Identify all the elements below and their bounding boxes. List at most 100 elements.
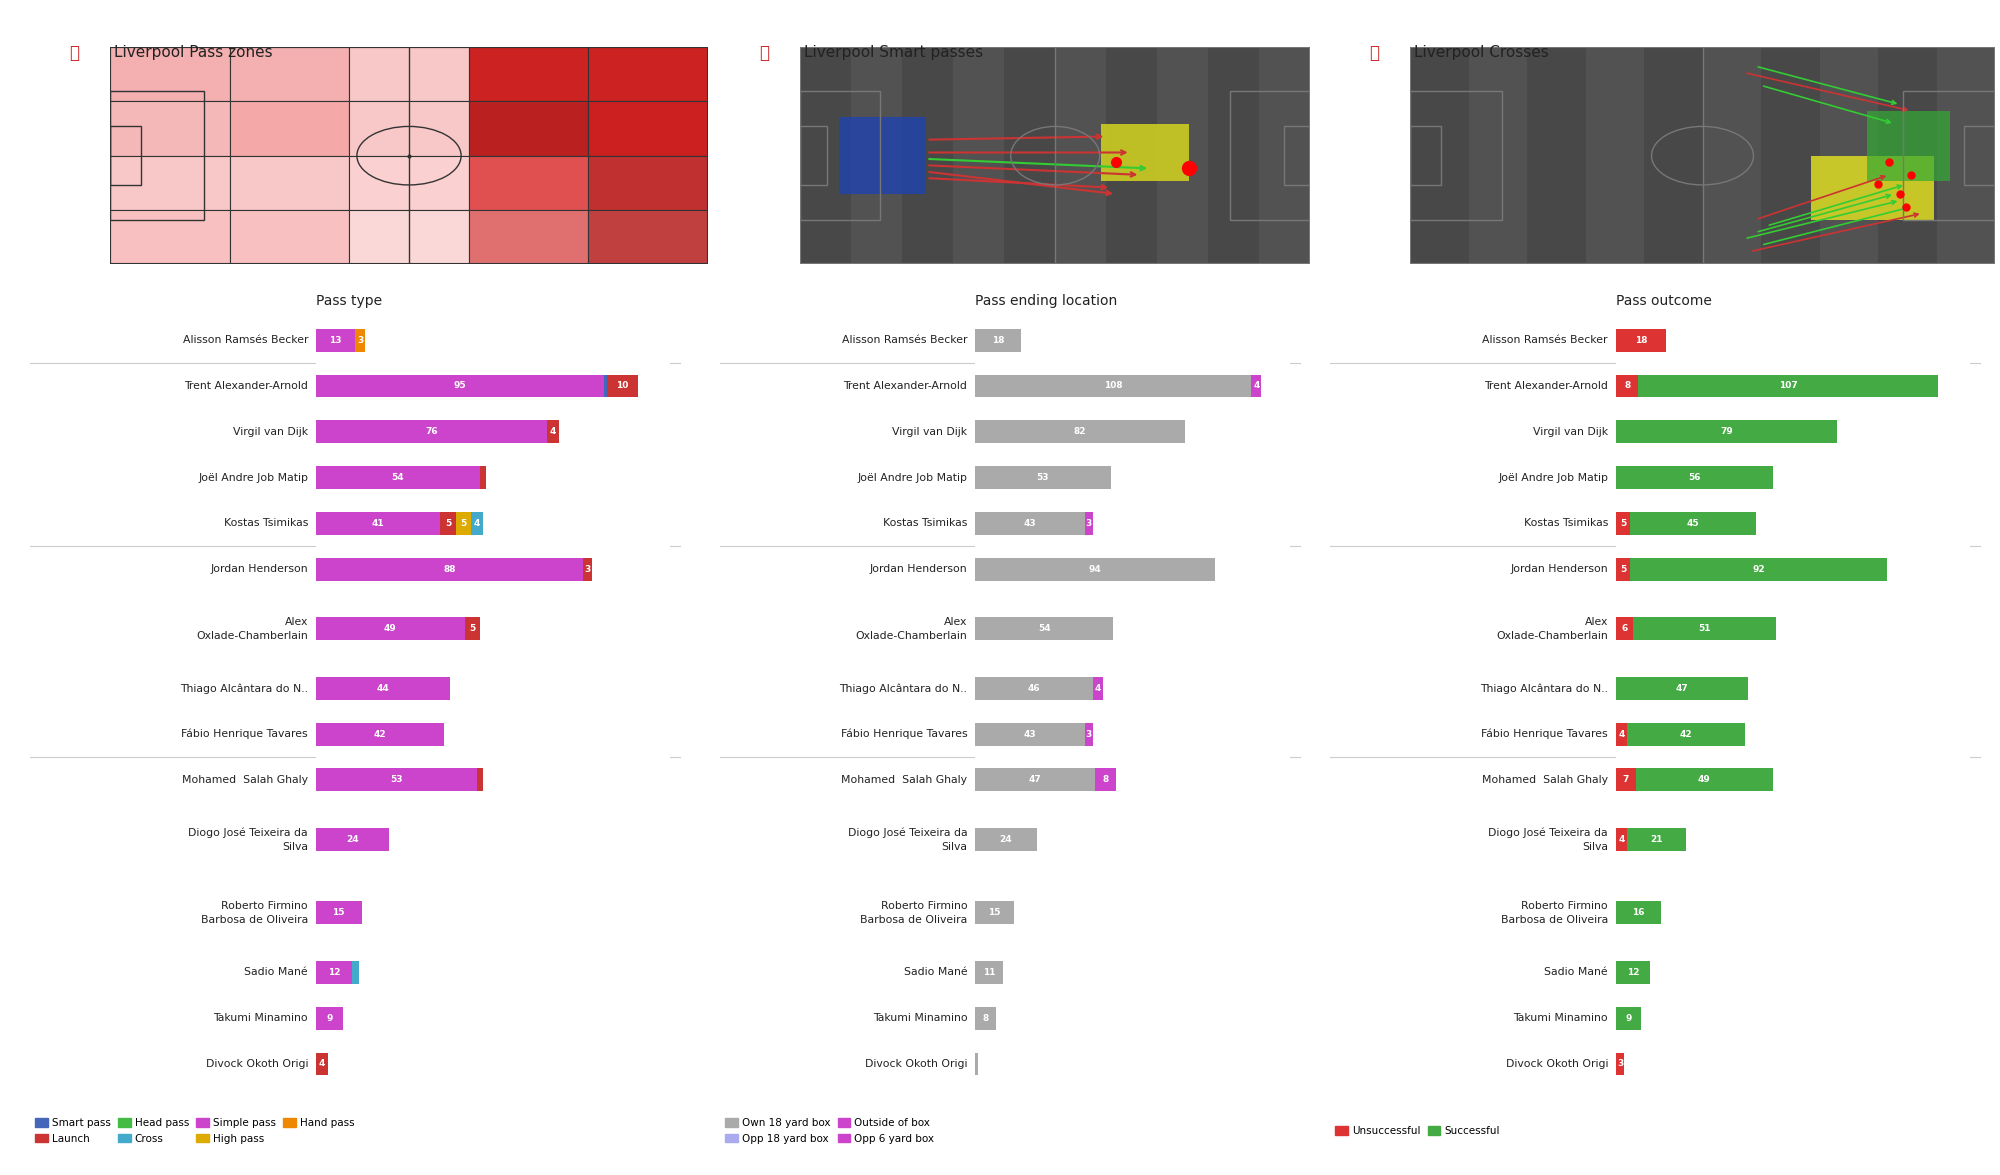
- Bar: [976, 677, 1092, 700]
- Text: Sadio Mané: Sadio Mané: [1544, 967, 1608, 978]
- Bar: [1628, 723, 1744, 746]
- Bar: [456, 512, 470, 535]
- Text: 11: 11: [984, 968, 996, 976]
- Text: 51: 51: [1698, 624, 1710, 633]
- Bar: [316, 512, 440, 535]
- Text: Roberto Firmino: Roberto Firmino: [1522, 901, 1608, 911]
- Bar: [1528, 47, 1586, 264]
- Text: 3: 3: [356, 336, 364, 344]
- Text: Jordan Henderson: Jordan Henderson: [870, 564, 968, 575]
- Text: Fábio Henrique Tavares: Fábio Henrique Tavares: [1482, 728, 1608, 739]
- Bar: [1284, 127, 1310, 184]
- Bar: [480, 466, 486, 489]
- Bar: [800, 92, 880, 220]
- Text: ⚽: ⚽: [760, 43, 768, 62]
- Text: Alex: Alex: [944, 617, 968, 626]
- Text: Virgil van Dijk: Virgil van Dijk: [892, 427, 968, 437]
- Text: 53: 53: [1036, 474, 1050, 482]
- Bar: [1630, 512, 1756, 535]
- Text: 5: 5: [1620, 565, 1626, 573]
- Text: Virgil van Dijk: Virgil van Dijk: [232, 427, 308, 437]
- Text: Divock Okoth Origi: Divock Okoth Origi: [864, 1059, 968, 1069]
- Bar: [1106, 47, 1158, 264]
- Bar: [976, 421, 1184, 443]
- Bar: [230, 210, 350, 264]
- Bar: [954, 47, 1004, 264]
- Text: Sadio Mané: Sadio Mané: [244, 967, 308, 978]
- Text: Divock Okoth Origi: Divock Okoth Origi: [206, 1059, 308, 1069]
- Text: 5: 5: [460, 519, 466, 528]
- Bar: [1616, 677, 1748, 700]
- Bar: [588, 101, 708, 156]
- Bar: [976, 901, 1014, 925]
- Bar: [316, 828, 388, 851]
- Bar: [1616, 828, 1628, 851]
- Text: Barbosa de Oliveira: Barbosa de Oliveira: [860, 915, 968, 925]
- Bar: [1004, 47, 1056, 264]
- Text: 5: 5: [444, 519, 452, 528]
- Bar: [1616, 1007, 1642, 1029]
- Bar: [316, 723, 444, 746]
- Bar: [604, 375, 608, 397]
- Text: 24: 24: [346, 835, 358, 844]
- Text: 54: 54: [1038, 624, 1050, 633]
- Text: 15: 15: [332, 908, 346, 918]
- Text: 108: 108: [1104, 382, 1122, 390]
- Text: 4: 4: [1618, 730, 1624, 739]
- Text: Thiago Alcântara do N..: Thiago Alcântara do N..: [180, 683, 308, 693]
- Bar: [1812, 156, 1934, 220]
- Text: Kostas Tsimikas: Kostas Tsimikas: [224, 518, 308, 529]
- Text: 3: 3: [1086, 519, 1092, 528]
- Bar: [1936, 47, 1996, 264]
- Text: 47: 47: [1676, 684, 1688, 693]
- Bar: [1616, 723, 1628, 746]
- Text: Takumi Minamino: Takumi Minamino: [872, 1013, 968, 1023]
- Bar: [852, 47, 902, 264]
- Bar: [1252, 375, 1262, 397]
- Bar: [316, 558, 584, 580]
- Text: 4: 4: [1094, 684, 1102, 693]
- Bar: [110, 156, 230, 210]
- Bar: [976, 723, 1086, 746]
- Bar: [1616, 617, 1632, 640]
- Text: 47: 47: [1028, 776, 1042, 785]
- Bar: [1086, 512, 1092, 535]
- Text: 42: 42: [374, 730, 386, 739]
- Text: Alisson Ramsés Becker: Alisson Ramsés Becker: [842, 335, 968, 345]
- Text: Virgil van Dijk: Virgil van Dijk: [1532, 427, 1608, 437]
- Text: 3: 3: [1618, 1060, 1624, 1068]
- Bar: [316, 901, 362, 925]
- Bar: [316, 768, 476, 792]
- Text: Diogo José Teixeira da: Diogo José Teixeira da: [848, 827, 968, 838]
- Bar: [976, 466, 1110, 489]
- Text: ⚽: ⚽: [1368, 43, 1380, 62]
- Text: Alex: Alex: [1584, 617, 1608, 626]
- Text: 107: 107: [1778, 382, 1798, 390]
- Text: 9: 9: [1626, 1014, 1632, 1022]
- Text: 94: 94: [1088, 565, 1102, 573]
- Bar: [1628, 828, 1686, 851]
- Text: Sadio Mané: Sadio Mané: [904, 967, 968, 978]
- Bar: [316, 1053, 328, 1075]
- Bar: [1230, 92, 1310, 220]
- Bar: [1644, 47, 1702, 264]
- Bar: [230, 101, 350, 156]
- Bar: [350, 156, 468, 210]
- Bar: [1616, 1053, 1624, 1075]
- Bar: [316, 421, 546, 443]
- Bar: [1904, 92, 1996, 220]
- Text: Fábio Henrique Tavares: Fábio Henrique Tavares: [182, 728, 308, 739]
- Text: 15: 15: [988, 908, 1000, 918]
- Bar: [110, 47, 230, 101]
- Bar: [316, 677, 450, 700]
- Bar: [976, 512, 1086, 535]
- Bar: [350, 47, 468, 101]
- Bar: [464, 617, 480, 640]
- Bar: [316, 329, 356, 351]
- Text: Alisson Ramsés Becker: Alisson Ramsés Becker: [1482, 335, 1608, 345]
- Text: 44: 44: [376, 684, 390, 693]
- Text: 3: 3: [584, 565, 590, 573]
- Legend: Smart pass, Launch, Head pass, Cross, Simple pass, High pass, Hand pass: Smart pass, Launch, Head pass, Cross, Si…: [36, 1119, 354, 1143]
- Text: Mohamed  Salah Ghaly: Mohamed Salah Ghaly: [1482, 776, 1608, 785]
- Text: Silva: Silva: [1582, 841, 1608, 852]
